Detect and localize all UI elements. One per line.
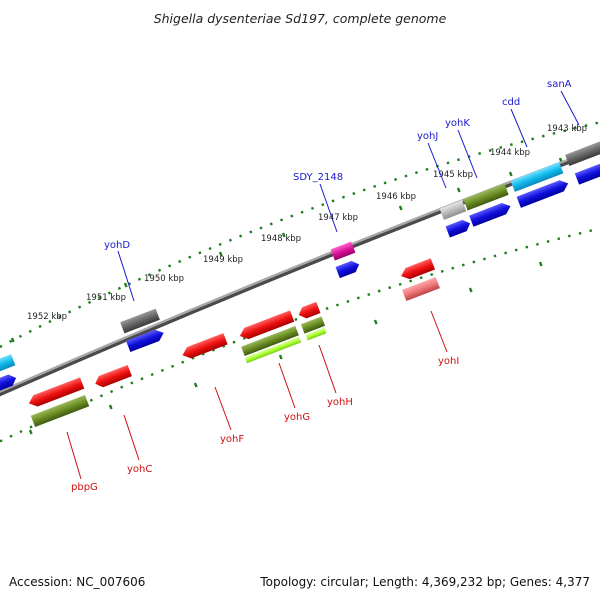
gene-feature[interactable]	[120, 308, 160, 334]
accession-text: Accession: NC_007606	[9, 575, 145, 589]
gene-feature[interactable]	[565, 140, 600, 167]
gene-label-yohG[interactable]: yohG	[284, 412, 310, 423]
gene-feature[interactable]	[445, 218, 473, 238]
gene-label-cdd[interactable]: cdd	[502, 97, 520, 108]
kbp-label-1943: 1943 kbp	[547, 124, 587, 134]
gene-feature[interactable]	[463, 183, 509, 211]
gene-label-sanA[interactable]: sanA	[547, 79, 572, 90]
gene-feature[interactable]	[399, 258, 436, 281]
gene-feature[interactable]	[516, 178, 571, 208]
gene-feature[interactable]	[469, 201, 513, 227]
gene-feature[interactable]	[0, 372, 18, 394]
gene-feature[interactable]	[439, 200, 467, 220]
gene-feature[interactable]	[305, 327, 327, 341]
gene-labels-bottom: yohI yohH yohG yohF yohC pbpG	[71, 356, 459, 493]
gene-feature[interactable]	[126, 327, 166, 353]
kbp-scale-labels: 1943 kbp 1944 kbp 1945 kbp 1946 kbp 1947…	[27, 124, 587, 322]
topology-text: Topology: circular; Length: 4,369,232 bp…	[259, 575, 590, 589]
gene-label-yohI[interactable]: yohI	[438, 356, 459, 367]
gene-label-yohK[interactable]: yohK	[445, 118, 470, 129]
gene-feature[interactable]	[244, 336, 302, 364]
gene-label-yohF[interactable]: yohF	[220, 434, 244, 445]
gene-labels-top: sanA cdd yohK yohJ SDY_2148 yohD	[104, 79, 572, 251]
forward-strand-genes	[0, 140, 600, 394]
kbp-label-1946: 1946 kbp	[376, 192, 416, 202]
genome-backbone-shadow	[0, 147, 600, 397]
reverse-strand-genes	[27, 258, 440, 427]
gene-feature[interactable]	[238, 310, 295, 341]
kbp-label-1952: 1952 kbp	[27, 312, 67, 322]
kbp-label-1947: 1947 kbp	[318, 213, 358, 223]
gene-feature[interactable]	[93, 364, 132, 389]
gene-feature[interactable]	[402, 276, 440, 302]
gene-feature[interactable]	[27, 377, 85, 409]
gene-feature[interactable]	[300, 316, 326, 334]
kbp-label-1948: 1948 kbp	[261, 234, 301, 244]
leader-lines-bottom	[66, 310, 448, 480]
gene-feature[interactable]	[574, 161, 600, 185]
gene-feature[interactable]	[330, 241, 356, 261]
gene-label-yohD[interactable]: yohD	[104, 240, 130, 251]
gene-label-yohH[interactable]: yohH	[327, 397, 353, 408]
gene-label-SDY_2148[interactable]: SDY_2148	[293, 172, 343, 183]
kbp-label-1951: 1951 kbp	[86, 293, 126, 303]
gene-feature[interactable]	[180, 333, 228, 361]
kbp-label-1944: 1944 kbp	[490, 148, 530, 158]
kbp-label-1945: 1945 kbp	[433, 170, 473, 180]
gene-feature[interactable]	[0, 354, 16, 375]
gene-label-yohJ[interactable]: yohJ	[417, 131, 438, 142]
gene-feature[interactable]	[297, 301, 321, 321]
genome-title: Shigella dysenteriae Sd197, complete gen…	[154, 11, 447, 26]
gene-feature[interactable]	[30, 395, 90, 427]
gene-feature[interactable]	[241, 325, 299, 357]
scale-track-upper	[0, 121, 600, 349]
leader-lines-top	[117, 90, 580, 302]
kbp-label-1949: 1949 kbp	[203, 255, 243, 265]
gene-label-pbpG[interactable]: pbpG	[71, 482, 98, 493]
gene-feature[interactable]	[510, 162, 564, 192]
gene-label-yohC[interactable]: yohC	[127, 464, 152, 475]
scale-track-lower	[0, 227, 600, 443]
kbp-label-1950: 1950 kbp	[144, 274, 184, 284]
gene-feature[interactable]	[335, 259, 362, 279]
